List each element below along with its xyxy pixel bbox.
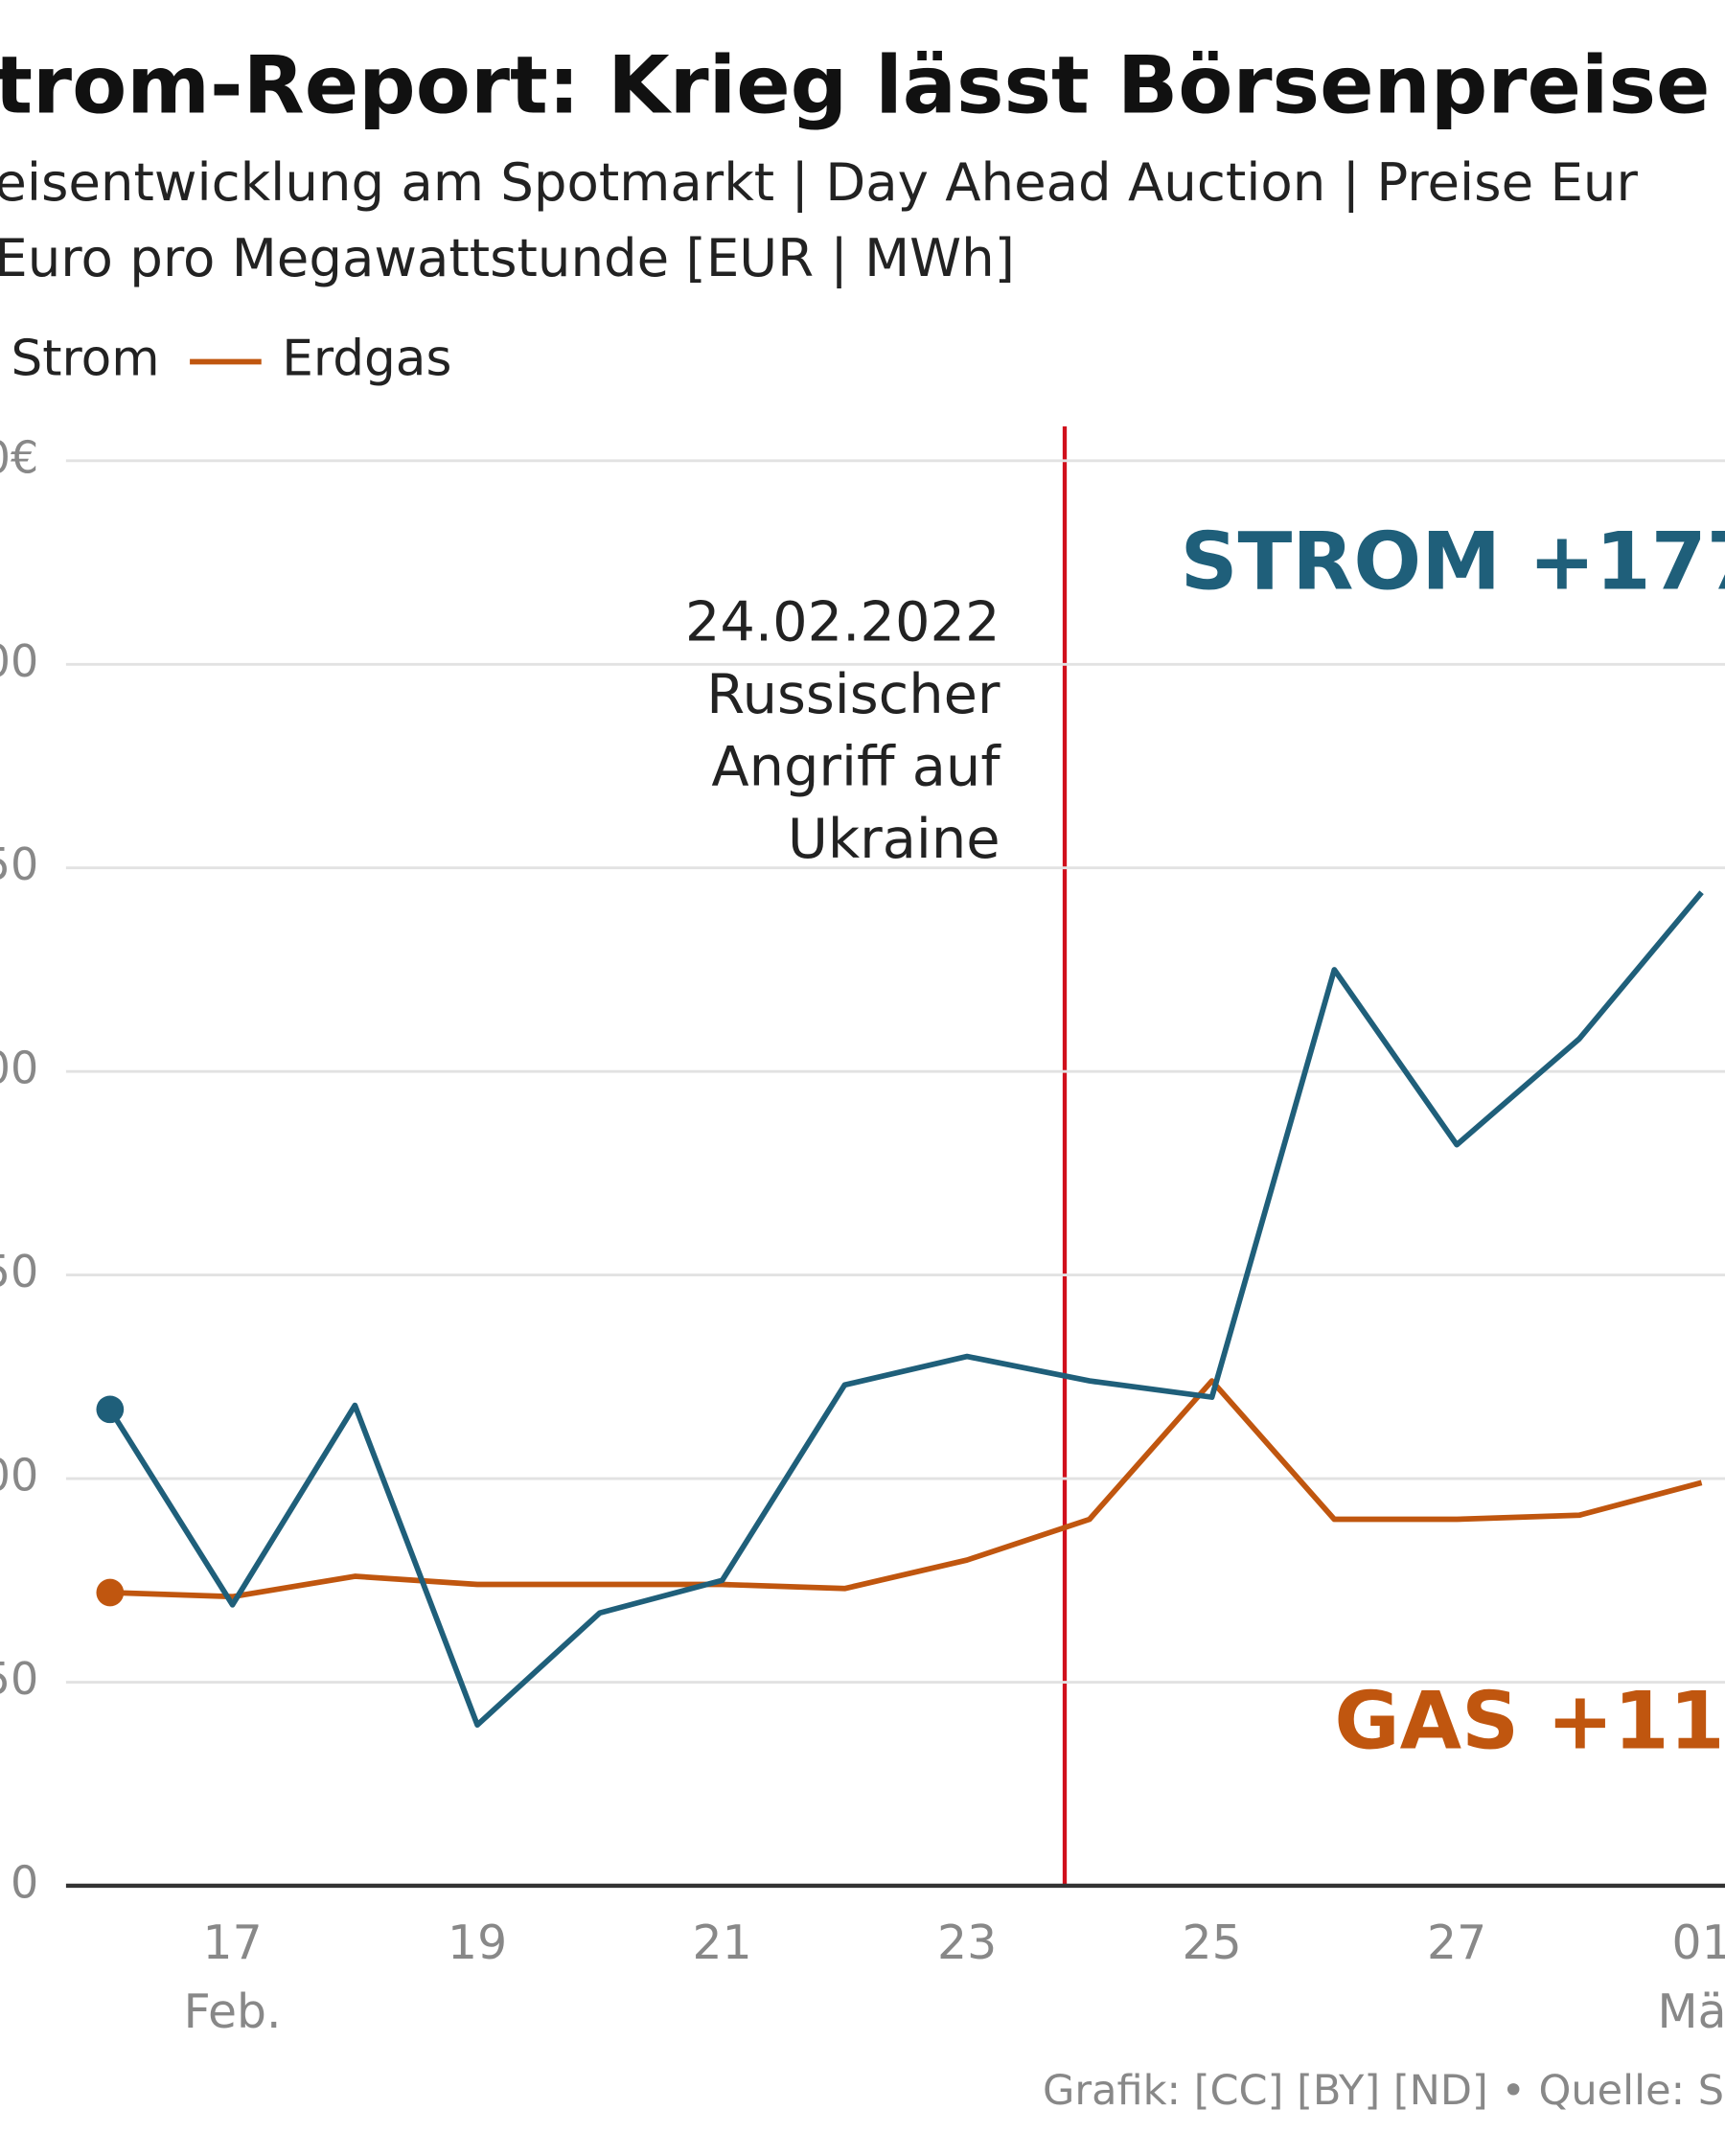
y-tick-label: 0 bbox=[11, 1856, 38, 1908]
y-tick-label: 350€ bbox=[0, 431, 38, 483]
start-dot bbox=[96, 1578, 125, 1607]
x-tick-label: 17 bbox=[203, 1915, 263, 1970]
series-line bbox=[109, 1378, 1703, 1600]
x-tick-label: 21 bbox=[693, 1915, 752, 1970]
gas-annotation: GAS +114 bbox=[1334, 1674, 1725, 1767]
legend-label: Strom bbox=[11, 331, 159, 388]
y-tick-label: 200 bbox=[0, 1043, 38, 1094]
x-tick-label: Mär bbox=[1658, 1984, 1725, 2039]
y-tick-label: 50 bbox=[0, 1653, 38, 1705]
series-line bbox=[107, 890, 1704, 1728]
y-tick-label: 300 bbox=[0, 635, 38, 687]
legend-label: Erdgas bbox=[282, 331, 451, 388]
chart-title: trom-Report: Krieg lässt Börsenpreise bbox=[0, 39, 1710, 132]
source: Grafik: [CC] [BY] [ND] • Quelle: S bbox=[1043, 2067, 1724, 2115]
y-tick-label: 150 bbox=[0, 1246, 38, 1297]
event-annotation: Russischer bbox=[706, 662, 1000, 726]
subtitle: Euro pro Megawattstunde [EUR | MWh] bbox=[0, 227, 1015, 289]
x-tick-label: 19 bbox=[448, 1915, 507, 1970]
event-annotation: Angriff auf bbox=[711, 734, 1001, 798]
y-tick-label: 250 bbox=[0, 838, 38, 890]
strom-annotation: STROM +177 bbox=[1181, 515, 1725, 608]
event-annotation: Ukraine bbox=[788, 807, 1000, 871]
x-tick-label: 27 bbox=[1427, 1915, 1486, 1970]
event-annotation: 24.02.2022 bbox=[685, 590, 1000, 654]
x-tick-label: 01 bbox=[1672, 1915, 1725, 1970]
subtitle: eisentwicklung am Spotmarkt | Day Ahead … bbox=[0, 151, 1638, 214]
x-tick-label: 23 bbox=[937, 1915, 997, 1970]
y-tick-label: 100 bbox=[0, 1450, 38, 1502]
start-dot bbox=[96, 1395, 125, 1424]
x-tick-label: Feb. bbox=[184, 1984, 282, 2039]
x-tick-label: 25 bbox=[1183, 1915, 1242, 1970]
